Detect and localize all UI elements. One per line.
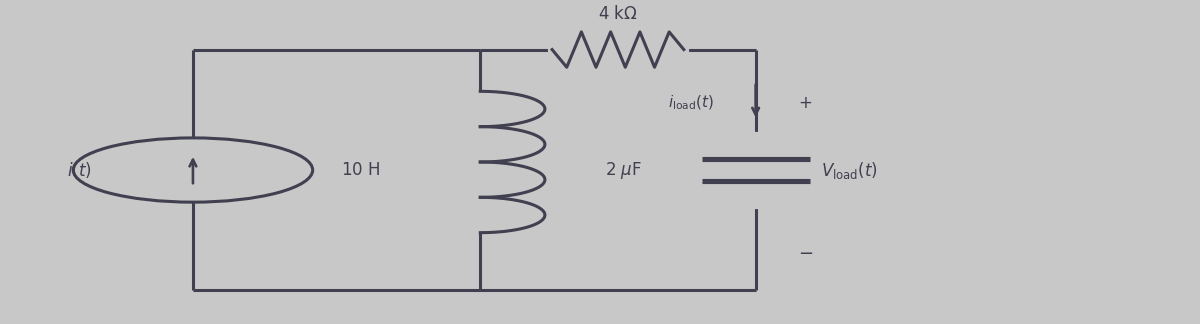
Text: $4\ \mathrm{k\Omega}$: $4\ \mathrm{k\Omega}$ xyxy=(598,5,638,23)
Text: $2\ \mu\mathrm{F}$: $2\ \mu\mathrm{F}$ xyxy=(605,159,642,180)
Text: $i(t)$: $i(t)$ xyxy=(67,160,91,180)
Text: $V_{\mathrm{load}}(t)$: $V_{\mathrm{load}}(t)$ xyxy=(822,159,878,180)
Circle shape xyxy=(73,138,313,202)
Text: $-$: $-$ xyxy=(798,243,812,261)
Text: $+$: $+$ xyxy=(798,94,811,111)
Text: $10\ \mathrm{H}$: $10\ \mathrm{H}$ xyxy=(341,161,380,179)
Text: $i_{\mathrm{load}}(t)$: $i_{\mathrm{load}}(t)$ xyxy=(667,93,714,112)
